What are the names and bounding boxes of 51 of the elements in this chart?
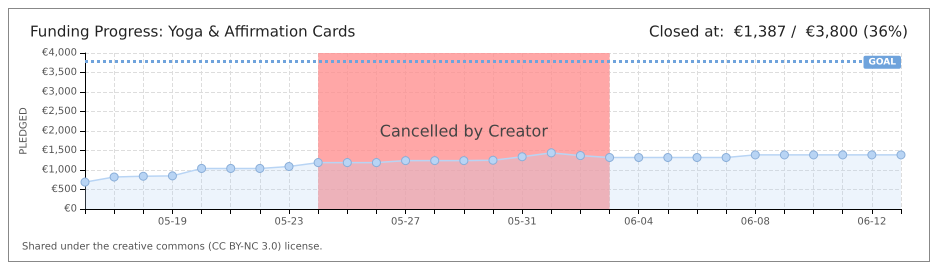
point [459, 156, 468, 166]
x-tick-label: 05-23 [274, 216, 304, 228]
y-tick-label: €4,000 [42, 48, 77, 58]
x-tick-label: 06-08 [740, 216, 770, 228]
point [750, 150, 760, 160]
point [372, 158, 381, 168]
x-tick-label: 06-12 [857, 216, 886, 228]
point [342, 158, 352, 168]
point [780, 150, 789, 160]
point [430, 156, 440, 166]
point [867, 150, 876, 160]
point [488, 156, 498, 165]
y-tick-label: €3,000 [42, 86, 77, 98]
y-tick-label: €1,500 [42, 145, 77, 156]
point [605, 153, 614, 162]
ref-line-label: GOAL [868, 57, 896, 68]
y-tick-label: €3,500 [42, 67, 77, 78]
point [809, 150, 818, 160]
point [314, 158, 323, 168]
band-label: Cancelled by Creator [380, 122, 548, 140]
x-tick-label: 05-31 [508, 216, 537, 228]
point [896, 150, 906, 160]
point [518, 152, 527, 162]
point [255, 164, 264, 173]
y-tick-label: €2,000 [42, 126, 77, 136]
text: Shared under the creative commons (CC BY-NC 3.0) license. [22, 242, 323, 252]
point [284, 162, 294, 171]
point [401, 156, 410, 166]
point [80, 178, 90, 187]
y-axis-title: PLEDGED [18, 107, 30, 155]
x-tick-label: 05-27 [391, 216, 420, 228]
point [226, 164, 236, 173]
y-tick-label: €0 [64, 204, 77, 214]
point [692, 153, 702, 162]
chart-title: Funding Progress: Yoga & Affirmation Cards [30, 22, 356, 40]
y-tick-label: €2,500 [42, 106, 77, 117]
point [546, 148, 556, 158]
point [838, 150, 848, 160]
x-tick-label: 05-19 [158, 216, 187, 228]
point [576, 151, 585, 160]
chart-subtitle: Closed at: €1,387 / €3,800 (36%) [649, 22, 908, 40]
y-tick-label: €500 [52, 184, 77, 195]
point [168, 171, 177, 180]
point [634, 153, 644, 162]
y-tick-label: €1,000 [42, 164, 77, 176]
point [197, 164, 206, 173]
x-tick-label: 06-04 [624, 216, 654, 228]
point [110, 172, 119, 182]
point [138, 172, 148, 181]
point [663, 153, 672, 162]
point [722, 153, 731, 162]
